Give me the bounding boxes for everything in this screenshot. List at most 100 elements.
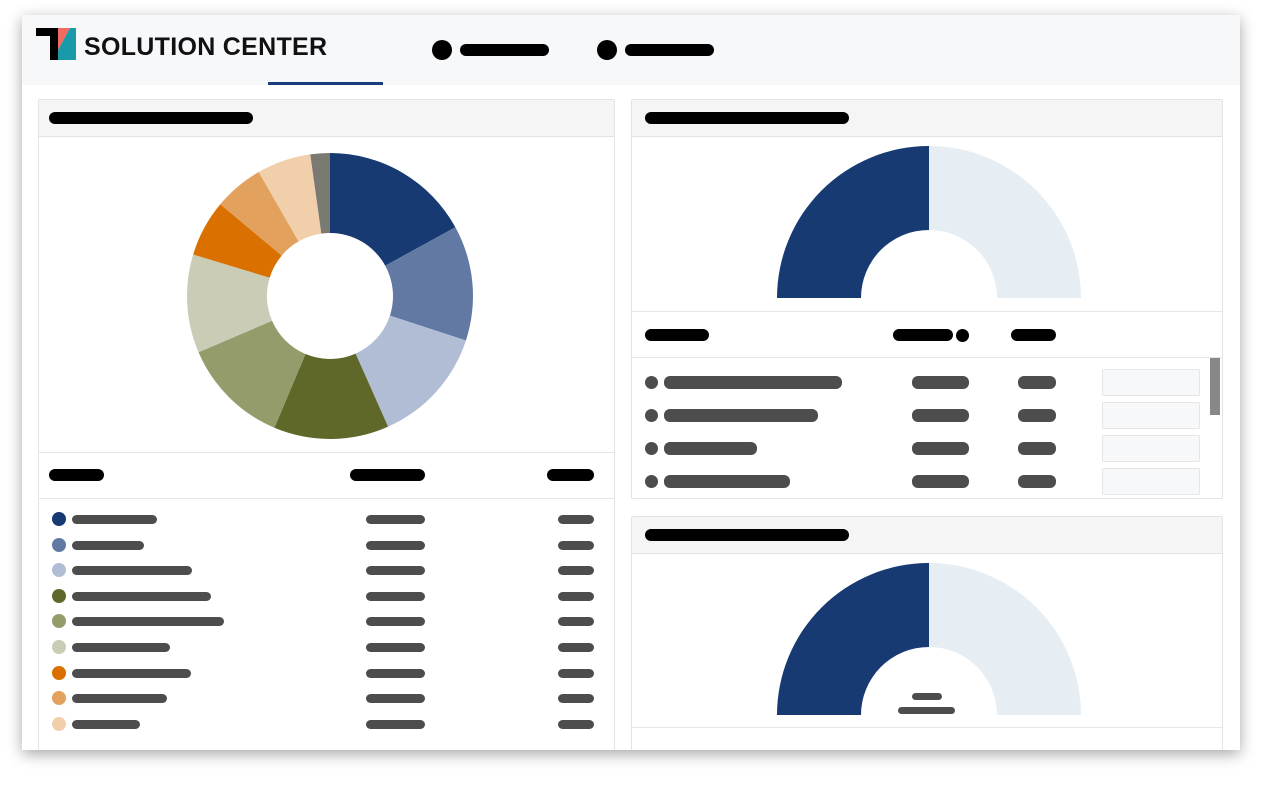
legend-value bbox=[366, 719, 425, 729]
legend-row[interactable] bbox=[39, 665, 616, 680]
status-dot bbox=[645, 376, 658, 389]
donut-slice[interactable] bbox=[193, 204, 282, 278]
gauge-panel-2 bbox=[631, 516, 1223, 750]
legend-row[interactable] bbox=[39, 691, 616, 706]
legend-row[interactable] bbox=[39, 537, 616, 552]
legend-value bbox=[366, 643, 425, 652]
circle-icon bbox=[597, 40, 617, 60]
row-percent bbox=[1018, 409, 1056, 422]
app-window: SOLUTION CENTER bbox=[22, 15, 1240, 750]
status-dot bbox=[645, 475, 658, 488]
legend-percent bbox=[558, 668, 594, 678]
table-row[interactable] bbox=[632, 402, 1207, 429]
logo bbox=[36, 28, 76, 60]
nav-tab-2[interactable] bbox=[597, 40, 714, 60]
gauge-value bbox=[912, 693, 942, 700]
top-header: SOLUTION CENTER bbox=[22, 15, 1240, 85]
row-action-cell[interactable] bbox=[1102, 369, 1200, 396]
row-name bbox=[664, 442, 757, 455]
legend-value bbox=[366, 617, 425, 627]
info-icon[interactable] bbox=[956, 329, 969, 342]
legend-label bbox=[72, 540, 144, 550]
panel-title bbox=[49, 112, 253, 124]
nav-label bbox=[460, 44, 549, 56]
row-percent bbox=[1018, 442, 1056, 455]
nav-tab-1[interactable] bbox=[432, 40, 549, 60]
legend-swatch bbox=[52, 537, 66, 552]
gauge-label bbox=[898, 707, 955, 714]
row-value bbox=[912, 442, 969, 455]
legend-percent bbox=[558, 540, 594, 550]
column-header bbox=[645, 329, 709, 341]
table-row[interactable] bbox=[632, 468, 1207, 495]
scrollbar-thumb[interactable] bbox=[1210, 358, 1220, 415]
panel-title bbox=[645, 112, 849, 124]
row-action-cell[interactable] bbox=[1102, 468, 1200, 495]
donut-chart bbox=[187, 153, 473, 439]
row-value bbox=[912, 475, 969, 488]
gauge-track bbox=[929, 563, 1081, 715]
legend-percent bbox=[558, 617, 594, 627]
table-row[interactable] bbox=[632, 435, 1207, 462]
legend-value bbox=[366, 591, 425, 601]
donut-slice[interactable] bbox=[198, 320, 306, 428]
legend-percent bbox=[558, 566, 594, 576]
donut-panel bbox=[38, 99, 615, 750]
legend-swatch bbox=[52, 512, 66, 526]
donut-slice[interactable] bbox=[385, 227, 473, 341]
legend-row[interactable] bbox=[39, 716, 616, 731]
panel-header bbox=[632, 100, 1222, 137]
gauge-fill bbox=[777, 563, 929, 715]
gauge-panel-1 bbox=[631, 99, 1223, 499]
panel-title bbox=[645, 529, 849, 541]
row-name bbox=[664, 409, 818, 422]
row-name bbox=[664, 475, 790, 488]
donut-slice[interactable] bbox=[310, 153, 330, 234]
legend-label bbox=[72, 668, 191, 678]
column-header bbox=[1011, 329, 1056, 341]
legend-swatch bbox=[52, 716, 66, 731]
legend-percent bbox=[558, 591, 594, 601]
legend-swatch bbox=[52, 665, 66, 680]
column-header bbox=[350, 469, 425, 481]
legend-row[interactable] bbox=[39, 614, 616, 629]
row-action-cell[interactable] bbox=[1102, 402, 1200, 429]
status-dot bbox=[645, 442, 658, 455]
donut-slice[interactable] bbox=[330, 153, 456, 266]
legend-percent bbox=[558, 719, 594, 729]
column-header bbox=[49, 469, 104, 481]
nav-label bbox=[625, 44, 714, 56]
legend-swatch bbox=[52, 614, 66, 629]
table-row[interactable] bbox=[632, 369, 1207, 396]
legend-row[interactable] bbox=[39, 588, 616, 603]
legend-value bbox=[366, 694, 425, 704]
legend-value bbox=[366, 668, 425, 678]
donut-slice[interactable] bbox=[187, 254, 273, 353]
legend-row[interactable] bbox=[39, 512, 616, 526]
gauge-chart bbox=[777, 146, 1081, 298]
legend-swatch bbox=[52, 691, 66, 706]
gauge-chart bbox=[777, 563, 1081, 715]
legend-percent bbox=[558, 643, 594, 652]
status-dot bbox=[645, 409, 658, 422]
legend-label bbox=[72, 515, 157, 524]
gauge-fill bbox=[777, 146, 929, 298]
legend-row[interactable] bbox=[39, 640, 616, 654]
legend-label bbox=[72, 566, 192, 576]
row-percent bbox=[1018, 475, 1056, 488]
row-action-cell[interactable] bbox=[1102, 435, 1200, 462]
legend-percent bbox=[558, 515, 594, 524]
legend-row[interactable] bbox=[39, 563, 616, 578]
donut-slice[interactable] bbox=[355, 315, 466, 427]
legend-swatch bbox=[52, 640, 66, 654]
column-header bbox=[893, 329, 953, 341]
brand-title: SOLUTION CENTER bbox=[84, 33, 328, 61]
legend-value bbox=[366, 540, 425, 550]
column-header bbox=[547, 469, 594, 481]
legend-label bbox=[72, 643, 170, 652]
donut-slice[interactable] bbox=[258, 154, 322, 242]
donut-slice[interactable] bbox=[274, 353, 389, 439]
circle-icon bbox=[432, 40, 452, 60]
donut-slice[interactable] bbox=[220, 172, 299, 256]
legend-swatch bbox=[52, 588, 66, 603]
